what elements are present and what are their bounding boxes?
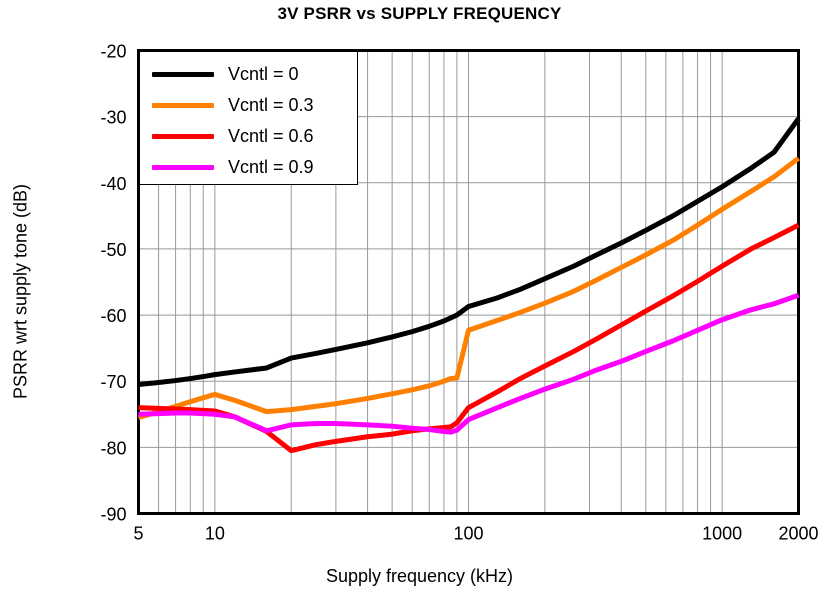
svg-text:2000: 2000 [778, 524, 818, 544]
legend-swatch-vcntl-09 [152, 165, 214, 170]
legend-swatch-vcntl-03 [152, 103, 214, 108]
legend-item[interactable]: Vcntl = 0.6 [140, 121, 357, 152]
svg-text:5: 5 [133, 524, 143, 544]
svg-text:-30: -30 [100, 108, 126, 128]
legend-label: Vcntl = 0 [228, 64, 299, 84]
svg-text:-40: -40 [100, 174, 126, 194]
chart-title: 3V PSRR vs SUPPLY FREQUENCY [277, 4, 562, 23]
svg-text:1000: 1000 [702, 524, 742, 544]
svg-text:-70: -70 [100, 372, 126, 392]
svg-text:-20: -20 [100, 42, 126, 62]
legend-item[interactable]: Vcntl = 0.9 [140, 152, 357, 183]
chart-legend: Vcntl = 0 Vcntl = 0.3 Vcntl = 0.6 Vcntl … [139, 51, 358, 185]
legend-swatch-vcntl-06 [152, 134, 214, 139]
legend-item[interactable]: Vcntl = 0.3 [140, 90, 357, 121]
x-axis-label: Supply frequency (kHz) [325, 566, 514, 586]
svg-text:10: 10 [205, 524, 225, 544]
svg-text:-90: -90 [100, 505, 126, 525]
legend-label: Vcntl = 0.6 [228, 126, 314, 146]
legend-swatch-vcntl-0 [152, 72, 214, 77]
svg-text:100: 100 [453, 524, 483, 544]
svg-text:-50: -50 [100, 240, 126, 260]
legend-label: Vcntl = 0.3 [228, 95, 314, 115]
y-axis-label: PSRR wrt supply tone (dB) [10, 183, 31, 400]
data-series-group [137, 117, 801, 454]
svg-text:-60: -60 [100, 306, 126, 326]
tick-labels-group: -20 -30 -40 -50 -60 -70 -80 -90 5 10 100 1000 2000 [100, 42, 818, 544]
legend-label: Vcntl = 0.9 [228, 157, 314, 177]
legend-item[interactable]: Vcntl = 0 [140, 59, 357, 90]
axis-frame [137, 49, 800, 515]
svg-text:-80: -80 [100, 438, 126, 458]
